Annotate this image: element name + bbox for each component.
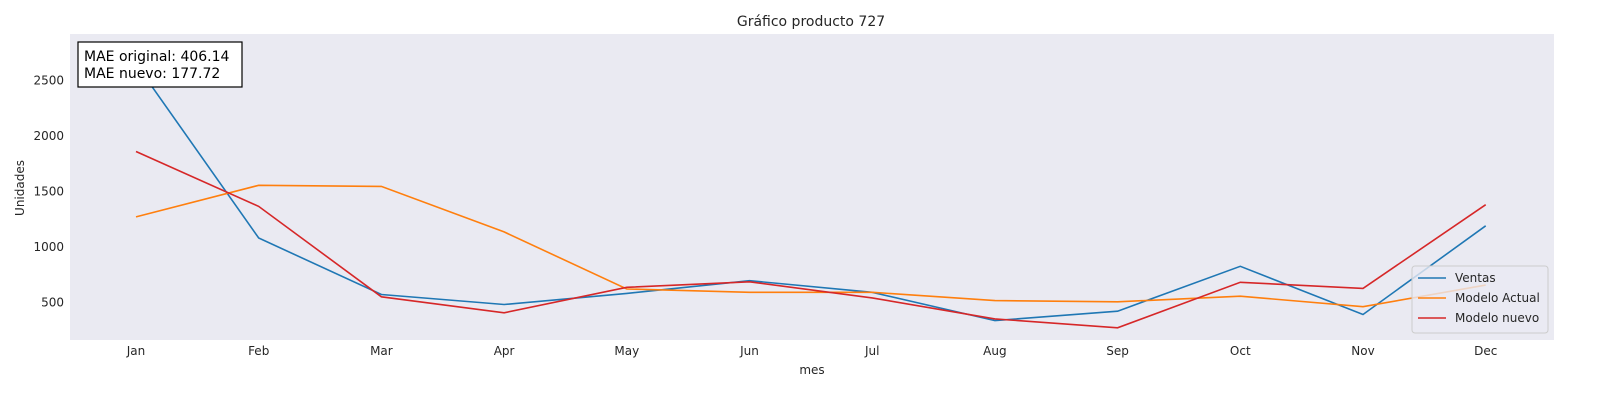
legend-label: Modelo nuevo [1455,311,1539,325]
x-tick-label: Nov [1351,344,1374,358]
x-tick-label: Apr [494,344,515,358]
x-tick-label: Mar [370,344,393,358]
x-tick-labels: Jan Feb Mar Apr May Jun Jul Aug Sep Oct Nov Dec [126,344,1498,358]
series-lines [135,63,1487,329]
mae-annotation: MAE original: 406.14 MAE nuevo: 177.72 [77,41,243,88]
x-tick-label: Sep [1106,344,1129,358]
x-tick-label: Jul [864,344,879,358]
annotation-line-1: MAE original: 406.14 [84,49,230,65]
x-tick-label: Jun [739,344,759,358]
x-tick-label: Jan [126,344,146,358]
x-tick-label: Feb [248,344,269,358]
y-tick-label: 500 [41,295,64,309]
plot-background [70,34,1554,340]
annotation-box [77,41,243,88]
x-tick-label: Dec [1474,344,1497,358]
legend-label: Ventas [1455,271,1496,285]
legend: Ventas Modelo Actual Modelo nuevo [1411,265,1549,334]
y-axis-label: Unidades [13,160,27,216]
y-tick-label: 2000 [33,129,64,143]
series-line-2 [135,184,1486,308]
series-line-1 [135,63,1487,322]
x-axis-label: mes [799,363,824,377]
annotation-line-2: MAE nuevo: 177.72 [84,66,220,82]
x-tick-label: Aug [983,344,1006,358]
x-tick-label: May [614,344,639,358]
y-tick-label: 1000 [33,240,64,254]
chart-title: Gráfico producto 727 [737,14,885,30]
legend-box [1411,265,1549,334]
y-tick-label: 2500 [33,74,64,88]
legend-label: Modelo Actual [1455,291,1540,305]
y-tick-label: 1500 [33,184,64,198]
y-tick-labels: 500 1000 1500 2000 2500 [33,74,64,310]
series-line-3 [135,150,1487,329]
x-tick-label: Oct [1230,344,1251,358]
